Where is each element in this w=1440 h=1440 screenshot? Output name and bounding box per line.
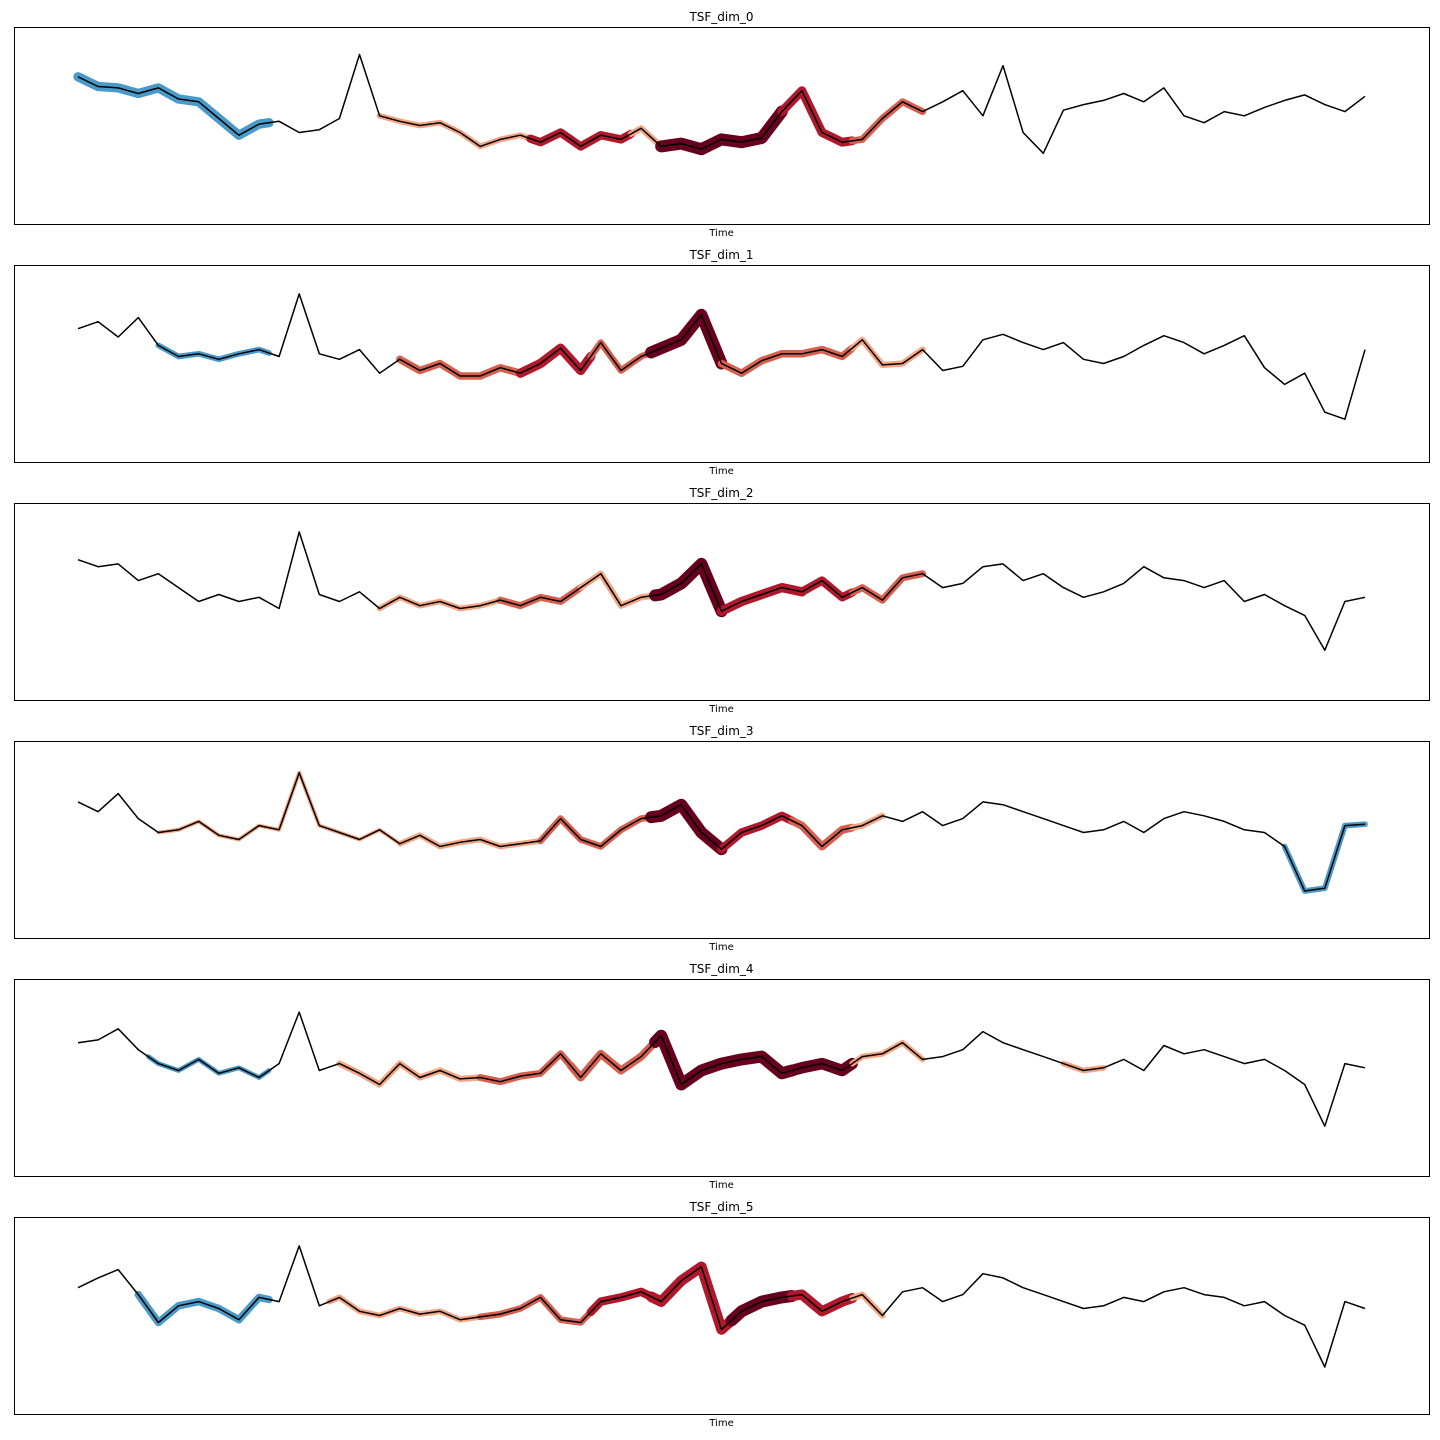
- x-axis-label: Time: [708, 466, 733, 477]
- axes-frame: [14, 979, 1430, 1177]
- emphasis-segment: [645, 1261, 737, 1335]
- emphasis-segment: [849, 1039, 926, 1067]
- panel-title: TSF_dim_1: [688, 248, 753, 262]
- axes-frame: [14, 27, 1430, 225]
- series-line: [77, 1011, 1366, 1127]
- emphasis-segment: [849, 336, 926, 368]
- emphasis-segment: [717, 344, 856, 377]
- panel-title: TSF_dim_4: [688, 962, 753, 976]
- axes-frame: [14, 503, 1430, 701]
- emphasis-segment: [476, 1294, 595, 1326]
- series-line: [77, 53, 1366, 155]
- axes-frame: [14, 1217, 1430, 1415]
- series-line: [77, 771, 1366, 892]
- emphasis-segment: [797, 576, 857, 602]
- emphasis-segment: [376, 112, 534, 150]
- emphasis-segment: [73, 72, 274, 140]
- x-axis-label: Time: [708, 1418, 733, 1429]
- panel-title: TSF_dim_5: [688, 1200, 753, 1214]
- panel-5: TSF_dim_5 Time: [14, 1200, 1430, 1429]
- x-axis-label: Time: [708, 704, 733, 715]
- panel-2: TSF_dim_2 Time: [14, 486, 1430, 715]
- emphasis-segment: [717, 811, 797, 854]
- panel-1: TSF_dim_1 Time: [14, 248, 1430, 477]
- panel-3: TSF_dim_3 Time: [14, 724, 1430, 953]
- emphasis-segment: [716, 582, 807, 616]
- emphasis-segment: [786, 1289, 858, 1317]
- emphasis-segment: [849, 1291, 886, 1319]
- emphasis-segment: [1281, 821, 1368, 894]
- emphasis-segment: [1060, 1060, 1107, 1074]
- series-line: [77, 531, 1366, 651]
- panel-title: TSF_dim_2: [688, 486, 753, 500]
- series-line: [77, 1245, 1366, 1368]
- x-axis-label: Time: [708, 228, 733, 239]
- emphasis-segment: [156, 770, 402, 846]
- emphasis-segment: [725, 1290, 798, 1327]
- emphasis-segment: [848, 570, 927, 604]
- emphasis-segment: [848, 98, 927, 145]
- emphasis-segment: [649, 1029, 798, 1091]
- x-axis-label: Time: [708, 942, 733, 953]
- axes-frame: [14, 265, 1430, 463]
- axes-frame: [14, 741, 1430, 939]
- emphasis-segment: [777, 86, 857, 147]
- emphasis-segment: [566, 1038, 660, 1082]
- x-axis-label: Time: [708, 1180, 733, 1191]
- panel-4: TSF_dim_4 Time: [14, 962, 1430, 1191]
- panel-title: TSF_dim_3: [688, 724, 753, 738]
- panel-0: TSF_dim_0 Time: [14, 10, 1430, 239]
- emphasis-segment: [326, 1294, 484, 1323]
- panel-title: TSF_dim_0: [688, 10, 753, 24]
- series-line: [77, 293, 1366, 420]
